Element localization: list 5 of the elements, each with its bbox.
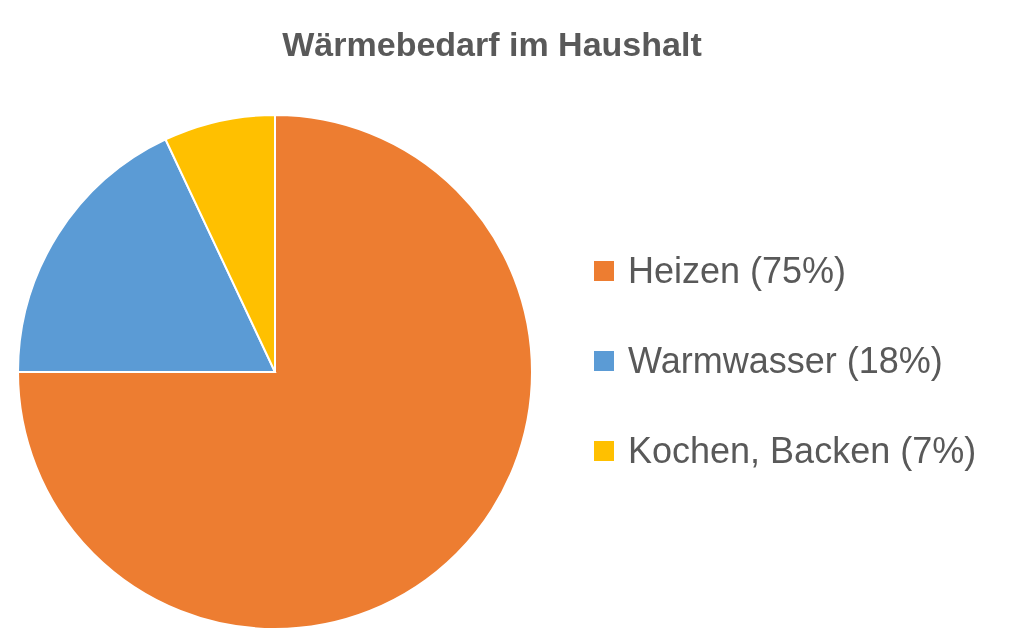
- legend-label: Heizen (75%): [628, 250, 847, 292]
- chart-title: Wärmebedarf im Haushalt: [281, 24, 703, 65]
- legend-label: Warmwasser (18%): [628, 340, 943, 382]
- legend-label: Kochen, Backen (7%): [628, 430, 977, 472]
- pie-slice: [17, 114, 533, 630]
